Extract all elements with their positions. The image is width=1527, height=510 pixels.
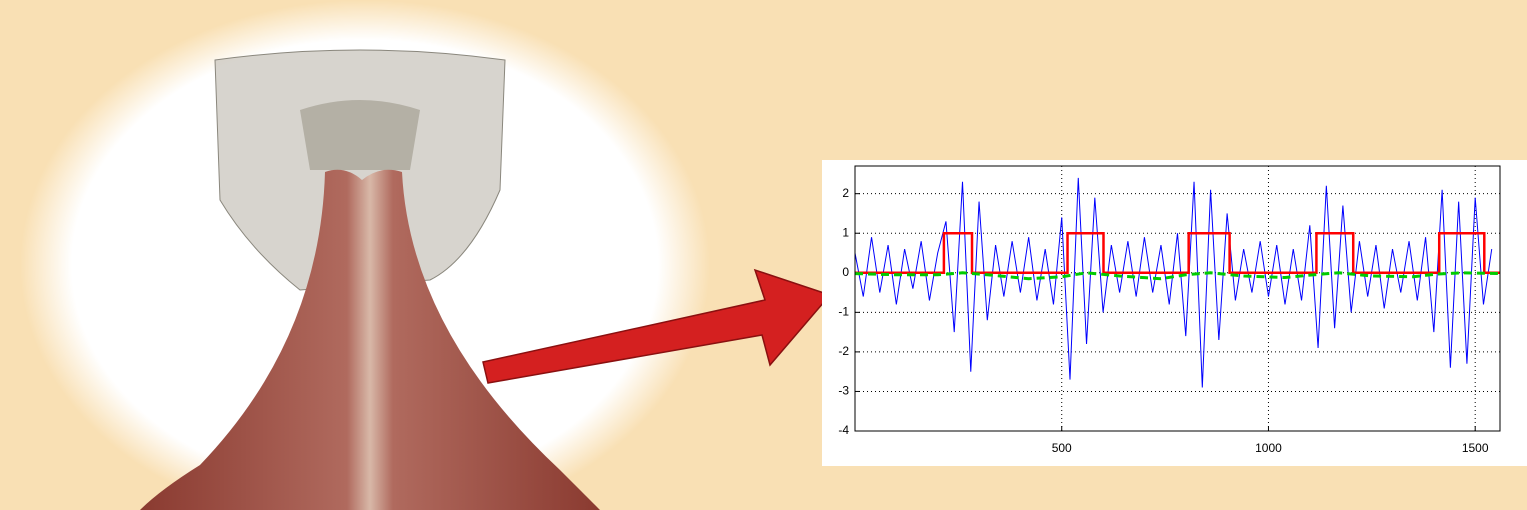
y-tick-label: -3	[838, 384, 849, 398]
scene: -4 -3 -2 -1 0 1 2 500 1000 1500	[0, 0, 1527, 510]
skull-detail	[300, 100, 420, 170]
y-tick-label: -2	[838, 344, 849, 358]
x-tick-label: 1000	[1255, 441, 1282, 455]
x-tick-label: 1500	[1462, 441, 1489, 455]
y-tick-label: -4	[838, 423, 849, 437]
y-tick-label: 0	[842, 265, 849, 279]
x-tick-label: 500	[1052, 441, 1072, 455]
y-tick-label: -1	[838, 305, 849, 319]
page: {"chart_data": {"type": "line", "xlim": …	[0, 0, 1527, 510]
y-tick-label: 2	[842, 186, 849, 200]
chart-background	[822, 160, 1527, 466]
y-tick-label: 1	[842, 225, 849, 239]
